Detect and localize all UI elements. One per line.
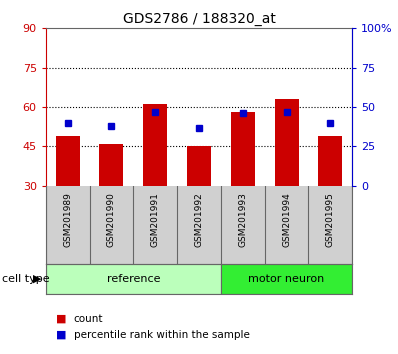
Text: count: count [74, 314, 103, 324]
Text: cell type: cell type [2, 274, 50, 284]
Text: GSM201991: GSM201991 [151, 192, 160, 247]
Bar [221, 264, 352, 294]
Text: GDS2786 / 188320_at: GDS2786 / 188320_at [123, 12, 275, 27]
Bar [46, 264, 221, 294]
Bar [143, 104, 167, 186]
Text: motor neuron: motor neuron [248, 274, 325, 284]
Bar [100, 144, 123, 186]
Bar [56, 136, 80, 186]
Text: GSM201990: GSM201990 [107, 192, 116, 247]
Bar [231, 112, 255, 186]
Text: GSM201992: GSM201992 [195, 192, 203, 247]
Text: ■: ■ [56, 330, 66, 339]
Bar [275, 99, 298, 186]
Text: GSM201993: GSM201993 [238, 192, 247, 247]
Bar [187, 147, 211, 186]
Text: GSM201989: GSM201989 [63, 192, 72, 247]
Text: GSM201994: GSM201994 [282, 192, 291, 247]
Text: percentile rank within the sample: percentile rank within the sample [74, 330, 250, 339]
Bar [318, 136, 342, 186]
Text: ▶: ▶ [33, 274, 41, 284]
Text: ■: ■ [56, 314, 66, 324]
Text: GSM201995: GSM201995 [326, 192, 335, 247]
Text: reference: reference [107, 274, 160, 284]
